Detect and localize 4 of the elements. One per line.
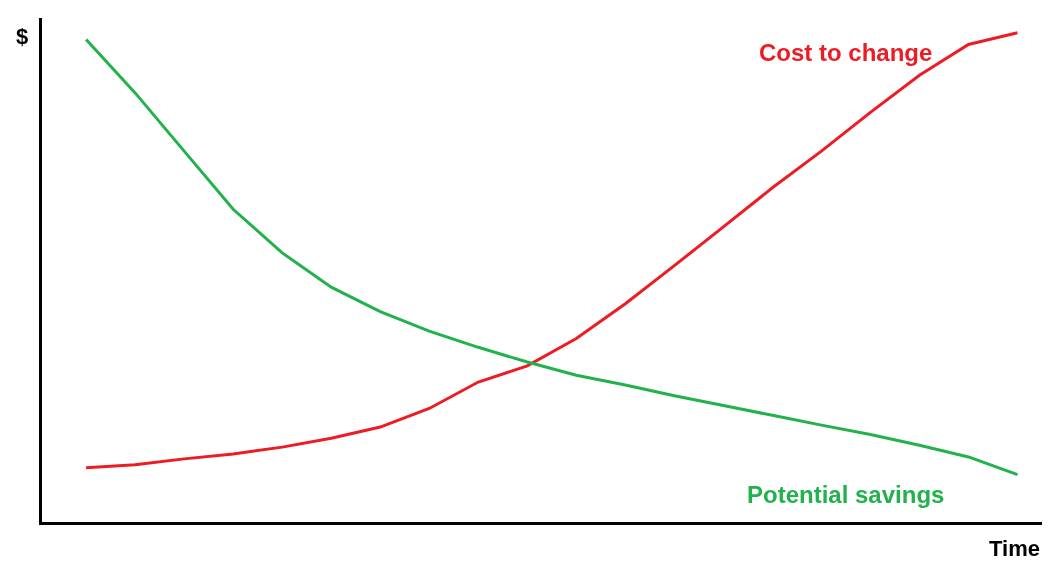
- series-label: Potential savings: [747, 481, 945, 508]
- x-axis-title: Time: [989, 536, 1040, 561]
- y-axis-title: $: [16, 24, 29, 49]
- series-label: Cost to change: [759, 39, 933, 66]
